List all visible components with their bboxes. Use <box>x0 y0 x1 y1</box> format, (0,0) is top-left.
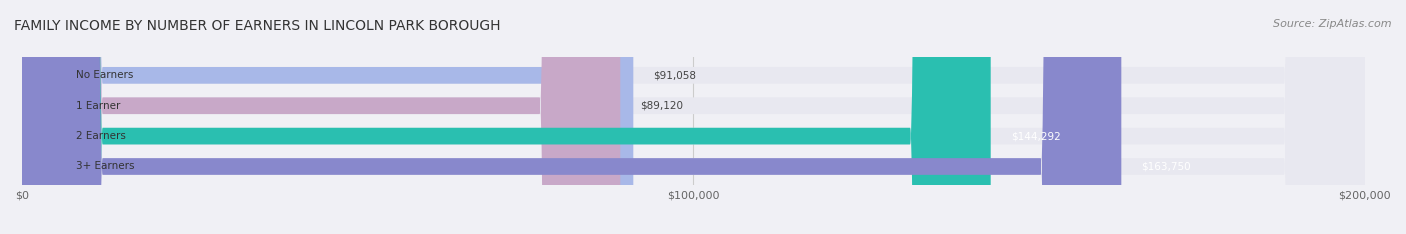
FancyBboxPatch shape <box>22 0 633 234</box>
Text: $144,292: $144,292 <box>1011 131 1060 141</box>
FancyBboxPatch shape <box>22 0 991 234</box>
FancyBboxPatch shape <box>22 0 1365 234</box>
FancyBboxPatch shape <box>22 0 1365 234</box>
Text: 2 Earners: 2 Earners <box>76 131 125 141</box>
Text: FAMILY INCOME BY NUMBER OF EARNERS IN LINCOLN PARK BOROUGH: FAMILY INCOME BY NUMBER OF EARNERS IN LI… <box>14 19 501 33</box>
FancyBboxPatch shape <box>22 0 620 234</box>
FancyBboxPatch shape <box>22 0 1365 234</box>
Text: $91,058: $91,058 <box>654 70 696 80</box>
Text: $163,750: $163,750 <box>1142 161 1191 172</box>
FancyBboxPatch shape <box>22 0 1122 234</box>
Text: No Earners: No Earners <box>76 70 134 80</box>
Text: 3+ Earners: 3+ Earners <box>76 161 134 172</box>
Text: Source: ZipAtlas.com: Source: ZipAtlas.com <box>1274 19 1392 29</box>
Text: $89,120: $89,120 <box>641 101 683 111</box>
FancyBboxPatch shape <box>22 0 1365 234</box>
Text: 1 Earner: 1 Earner <box>76 101 120 111</box>
